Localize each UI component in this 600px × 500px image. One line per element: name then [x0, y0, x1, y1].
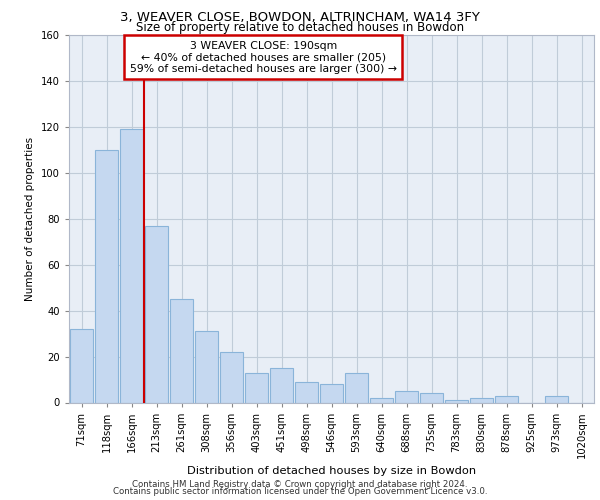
- Text: Contains HM Land Registry data © Crown copyright and database right 2024.: Contains HM Land Registry data © Crown c…: [132, 480, 468, 489]
- Text: 3, WEAVER CLOSE, BOWDON, ALTRINCHAM, WA14 3FY: 3, WEAVER CLOSE, BOWDON, ALTRINCHAM, WA1…: [120, 11, 480, 24]
- Text: Size of property relative to detached houses in Bowdon: Size of property relative to detached ho…: [136, 21, 464, 34]
- Bar: [95, 150, 118, 403]
- Bar: [295, 382, 319, 402]
- Bar: [494, 396, 518, 402]
- Bar: [419, 394, 443, 402]
- Bar: [269, 368, 293, 402]
- Y-axis label: Number of detached properties: Number of detached properties: [25, 136, 35, 301]
- Bar: [545, 396, 568, 402]
- Bar: [145, 226, 169, 402]
- Bar: [395, 391, 418, 402]
- Bar: [119, 129, 143, 402]
- Bar: [70, 329, 94, 402]
- Bar: [370, 398, 394, 402]
- Bar: [220, 352, 244, 403]
- Bar: [320, 384, 343, 402]
- Bar: [194, 332, 218, 402]
- Text: 3 WEAVER CLOSE: 190sqm
← 40% of detached houses are smaller (205)
59% of semi-de: 3 WEAVER CLOSE: 190sqm ← 40% of detached…: [130, 40, 397, 74]
- Text: Contains public sector information licensed under the Open Government Licence v3: Contains public sector information licen…: [113, 487, 487, 496]
- Bar: [445, 400, 469, 402]
- Bar: [245, 372, 268, 402]
- Bar: [344, 372, 368, 402]
- X-axis label: Distribution of detached houses by size in Bowdon: Distribution of detached houses by size …: [187, 466, 476, 476]
- Bar: [470, 398, 493, 402]
- Bar: [170, 299, 193, 403]
